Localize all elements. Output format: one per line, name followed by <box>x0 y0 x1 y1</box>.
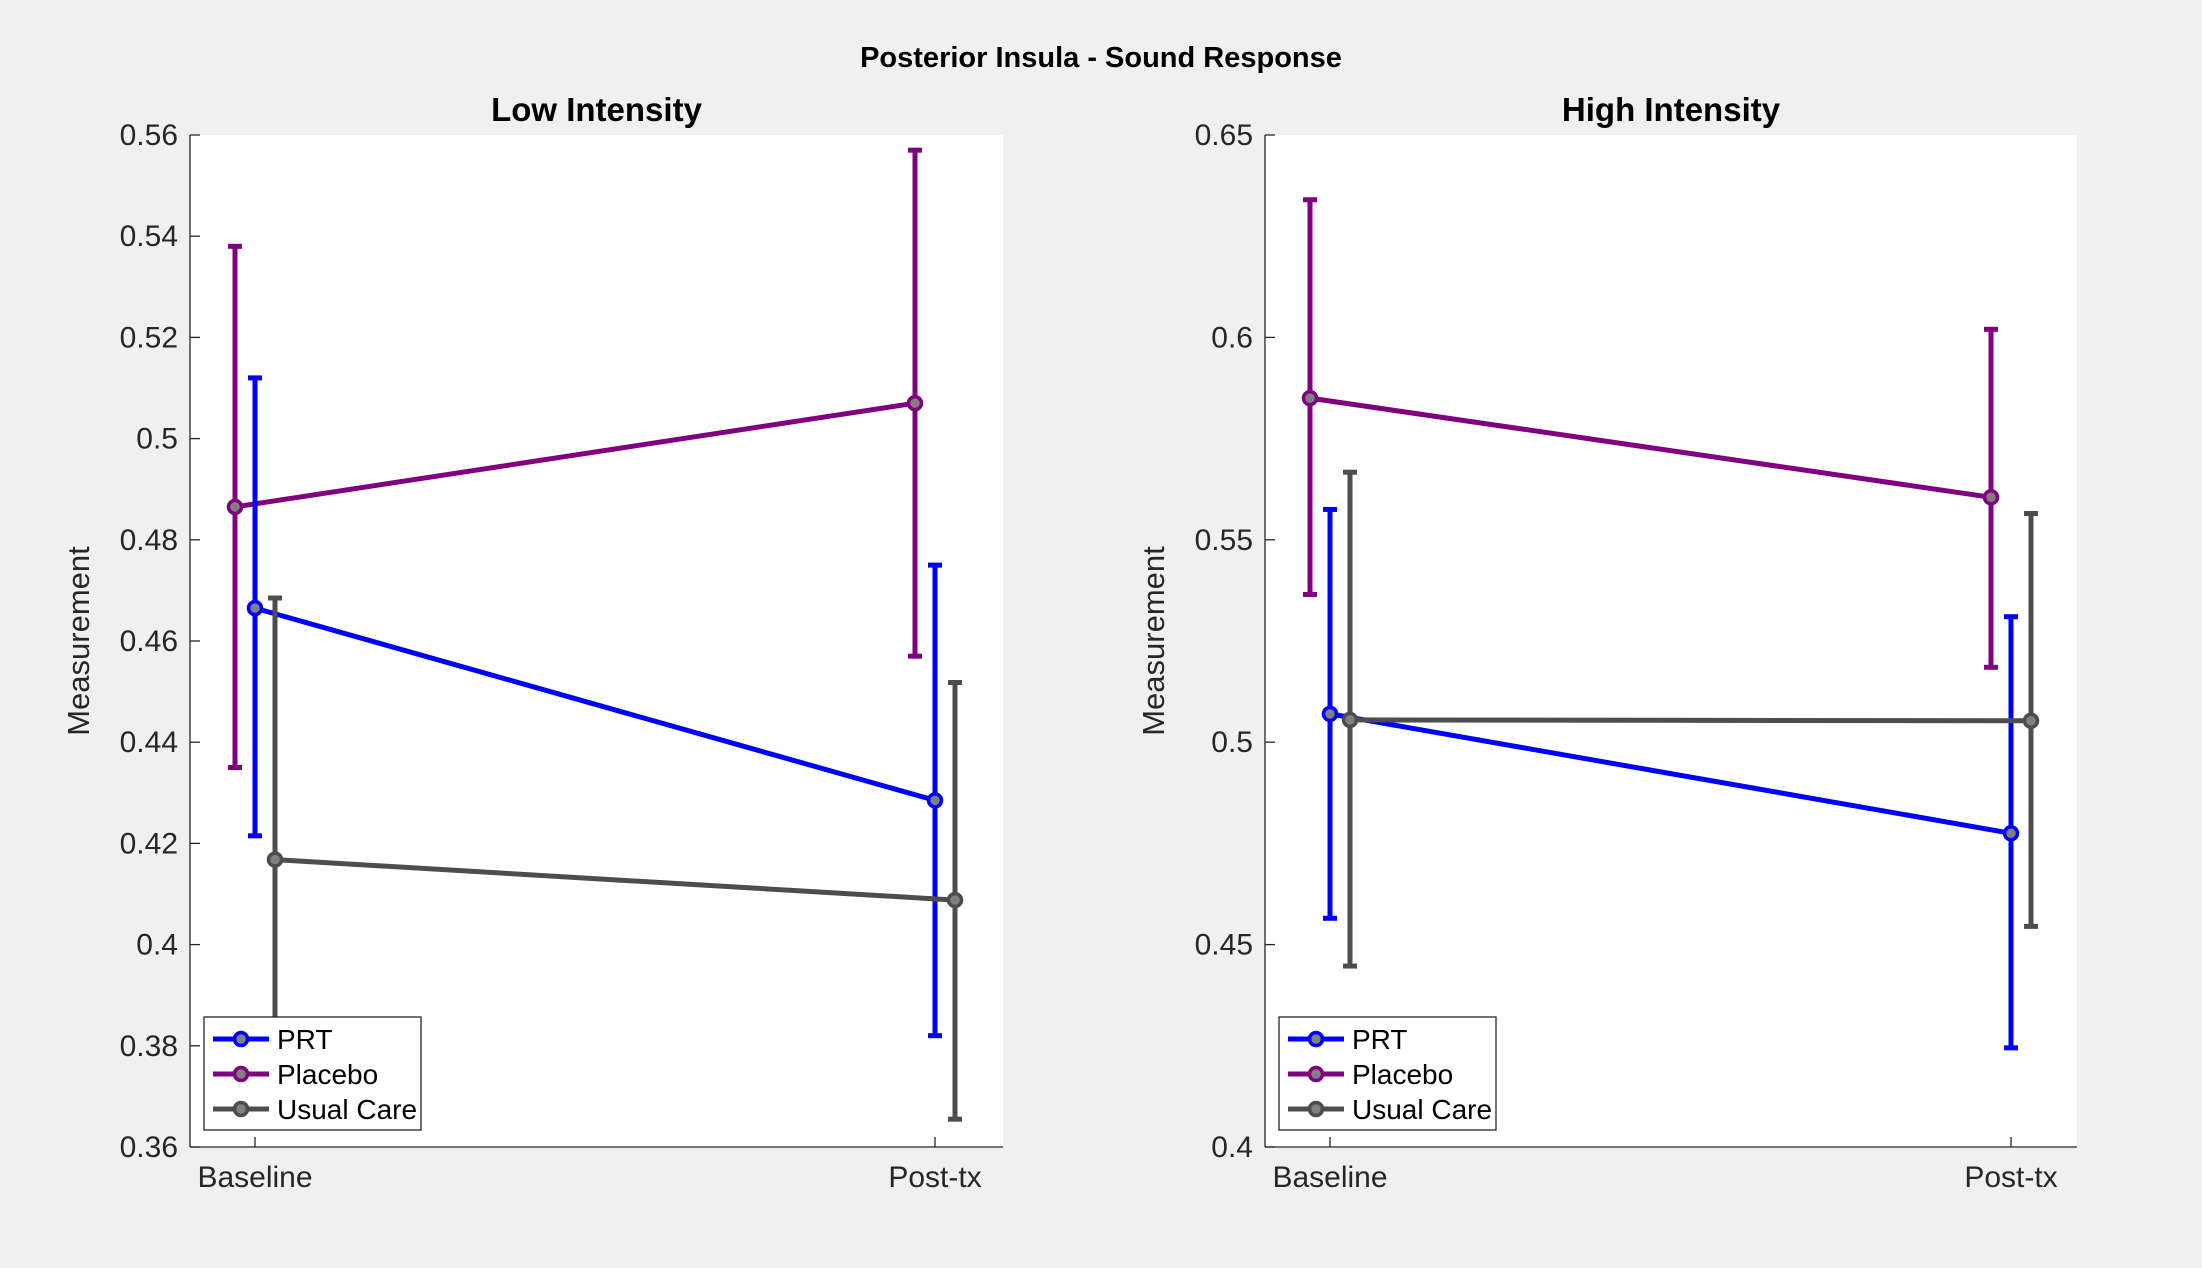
series-line <box>234 400 916 510</box>
panel-title: High Intensity <box>1562 91 1781 128</box>
data-point <box>946 891 964 909</box>
y-tick-label: 0.46 <box>120 625 178 658</box>
data-point <box>246 599 264 617</box>
x-tick-label: Baseline <box>1272 1161 1387 1194</box>
y-tick-label: 0.45 <box>1195 929 1253 962</box>
legend-marker <box>1307 1065 1325 1083</box>
legend: PRT Placebo Usual Care <box>1278 1016 1497 1131</box>
y-tick-label: 0.42 <box>120 827 178 860</box>
y-tick-label: 0.5 <box>1211 726 1253 759</box>
series-line <box>1309 395 1992 500</box>
legend-marker <box>232 1100 250 1118</box>
y-axis-label: Measurement <box>61 546 96 736</box>
legend-entry-placebo: Placebo <box>1352 1059 1453 1090</box>
series-prt <box>1321 506 2020 1051</box>
y-tick-label: 0.56 <box>120 119 178 152</box>
panel-low-intensity: Low Intensity 0.36 0.38 0.4 0.42 0.44 0.46 0.48… <box>61 91 1003 1194</box>
legend-entry-usual-care: Usual Care <box>1352 1094 1492 1125</box>
data-layer <box>1301 197 2040 1051</box>
series-line <box>254 605 936 803</box>
legend: PRT Placebo Usual Care <box>203 1016 422 1131</box>
y-tick-label: 0.36 <box>120 1131 178 1164</box>
legend-entry-usual-care: Usual Care <box>277 1094 417 1125</box>
data-point <box>906 394 924 412</box>
panel-high-intensity: High Intensity 0.4 0.45 0.5 0.55 0.6 0.65 Basel… <box>1136 91 2077 1194</box>
series-prt <box>246 375 944 1039</box>
legend-marker <box>232 1030 250 1048</box>
y-tick-label: 0.5 <box>136 423 178 456</box>
plot-area <box>190 135 1003 1147</box>
series-placebo <box>226 147 924 770</box>
y-tick-label: 0.6 <box>1211 321 1253 354</box>
y-tick-label: 0.52 <box>120 321 178 354</box>
x-tick-label: Baseline <box>197 1161 312 1194</box>
y-tick-label: 0.38 <box>120 1030 178 1063</box>
y-tick-label: 0.54 <box>120 220 178 253</box>
x-tick-label: Post-tx <box>888 1161 981 1194</box>
data-point <box>2002 825 2020 842</box>
legend-marker <box>1307 1030 1325 1048</box>
plot-area <box>1265 135 2077 1147</box>
legend-entry-prt: PRT <box>1352 1024 1408 1055</box>
data-point <box>926 792 944 809</box>
x-tick-label: Post-tx <box>1964 1161 2057 1194</box>
series-line <box>274 857 956 903</box>
series-line <box>1349 717 2032 724</box>
y-tick-label: 0.48 <box>120 524 178 557</box>
y-tick-label: 0.44 <box>120 726 178 759</box>
data-layer <box>226 147 964 1127</box>
data-point <box>1321 705 1339 723</box>
data-point <box>1341 711 1359 729</box>
data-point <box>1982 489 2000 506</box>
data-point <box>266 851 284 868</box>
data-point <box>2022 712 2040 729</box>
legend-entry-prt: PRT <box>277 1024 333 1055</box>
y-tick-label: 0.55 <box>1195 524 1253 557</box>
legend-entry-placebo: Placebo <box>277 1059 378 1090</box>
data-point <box>226 498 244 516</box>
legend-marker <box>1307 1100 1325 1118</box>
series-usual-care <box>266 595 964 1127</box>
y-axis-label: Measurement <box>1136 546 1171 736</box>
series-usual-care <box>1341 469 2040 969</box>
series-line <box>1329 711 2012 836</box>
panel-title: Low Intensity <box>491 91 702 128</box>
y-tick-label: 0.4 <box>1211 1131 1253 1164</box>
series-placebo <box>1301 197 2000 670</box>
data-point <box>1301 389 1319 407</box>
y-tick-label: 0.4 <box>136 929 178 962</box>
figure-suptitle: Posterior Insula - Sound Response <box>860 42 1342 74</box>
legend-marker <box>232 1065 250 1083</box>
y-tick-label: 0.65 <box>1195 119 1253 152</box>
